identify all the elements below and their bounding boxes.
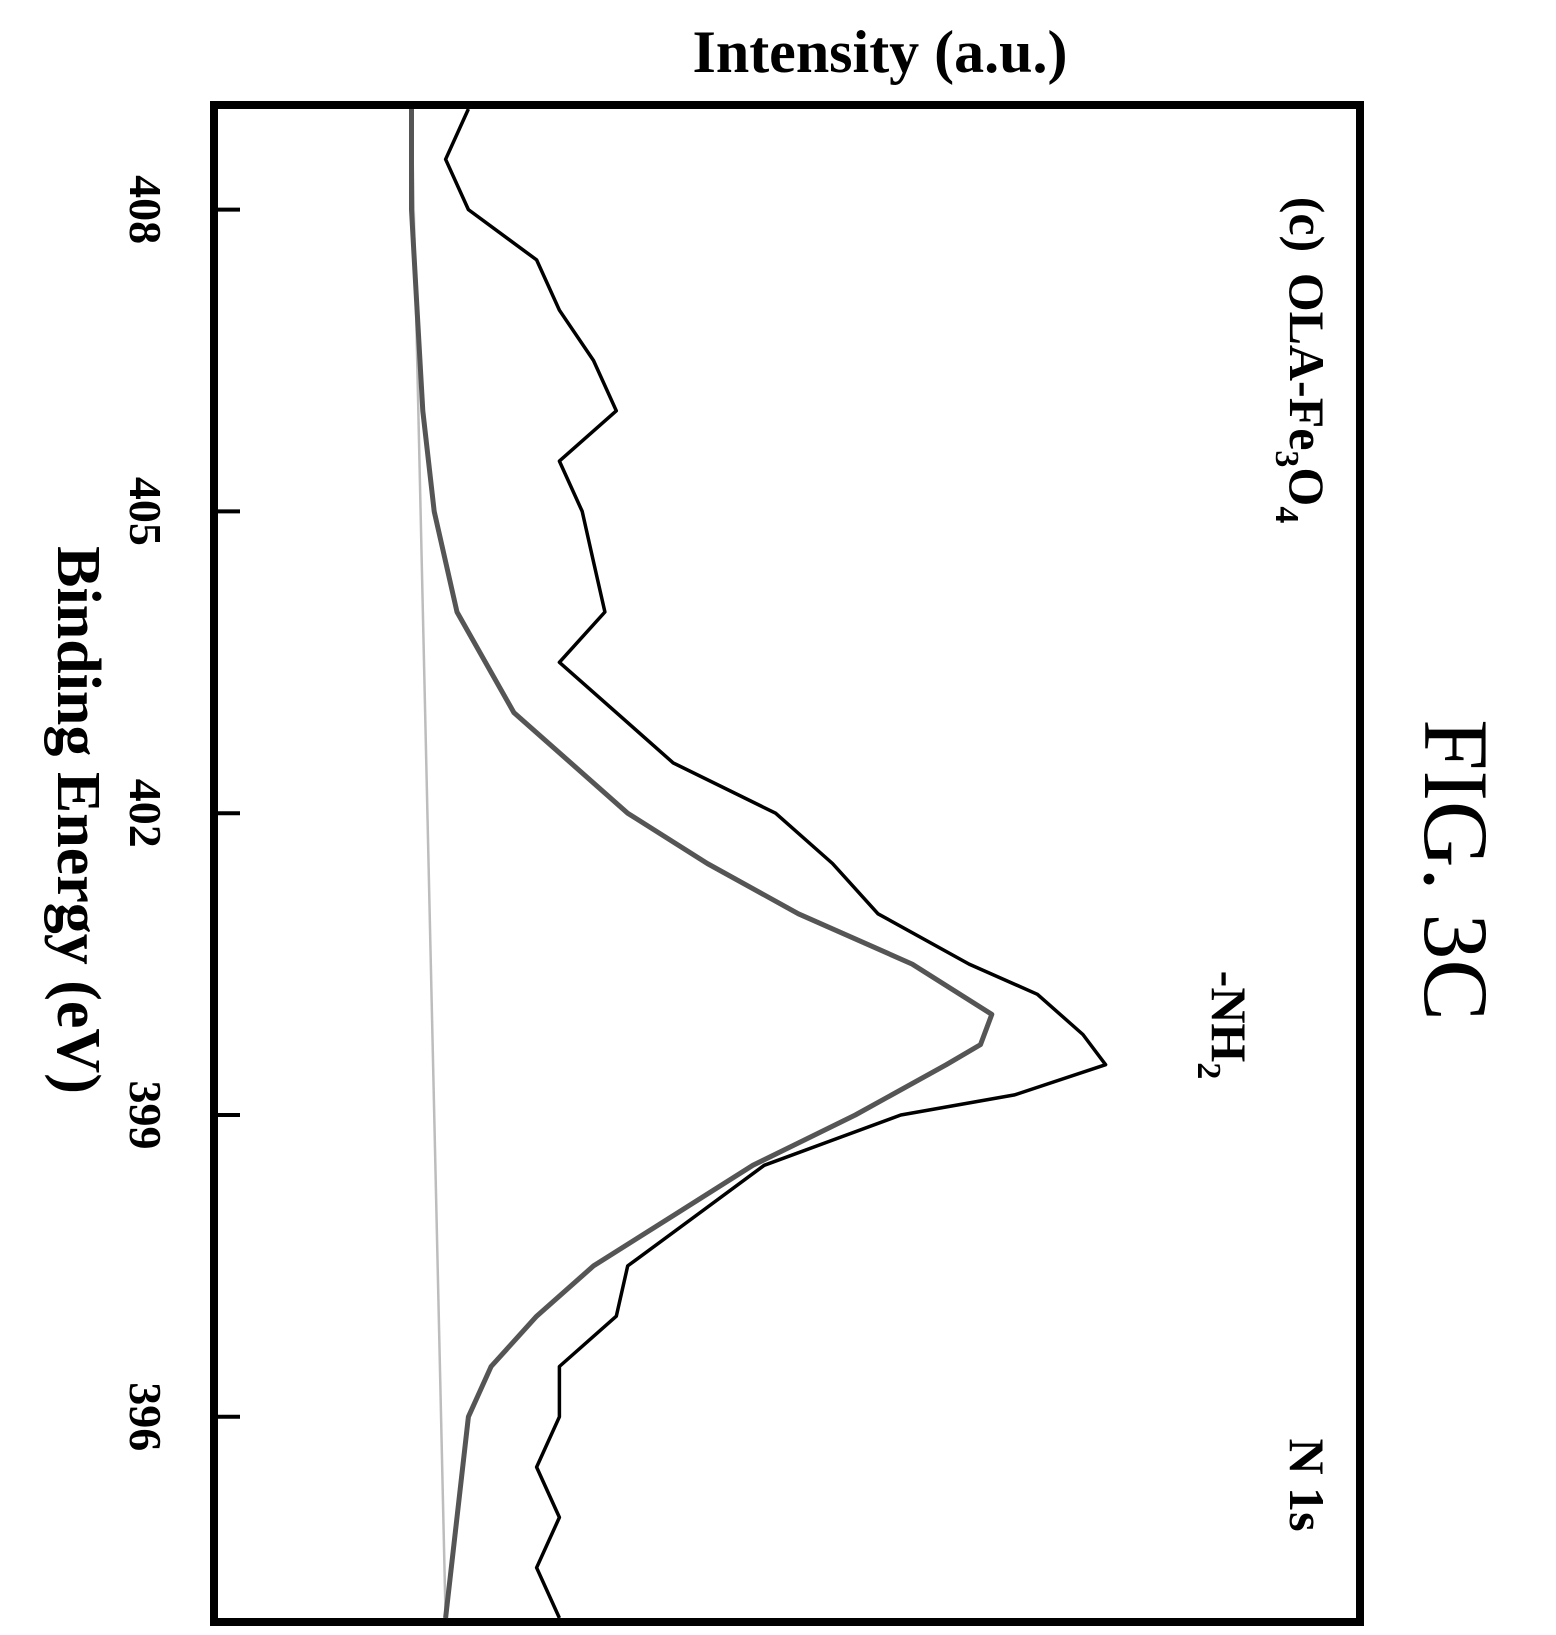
x-tick-label: 402 <box>120 779 171 848</box>
core-level-label: N 1s <box>1279 1438 1335 1531</box>
sample-name-mid: O <box>1279 467 1335 506</box>
sample-name-prefix: OLA-Fe <box>1279 273 1335 451</box>
series-fitted-peak <box>409 109 995 1619</box>
sample-annotation: (c) OLA-Fe3O4 <box>1268 197 1335 524</box>
peak-label: -NH2 <box>1190 971 1257 1080</box>
x-tick-label: 405 <box>120 477 171 546</box>
peak-label-main: -NH <box>1201 971 1257 1063</box>
series-background <box>410 108 447 1619</box>
x-axis-title: Binding Energy (eV) <box>44 546 112 1094</box>
x-tick-label: 408 <box>120 175 171 244</box>
sample-subscript-1: 3 <box>1268 450 1305 467</box>
peak-label-subscript: 2 <box>1190 1062 1227 1079</box>
plot-frame <box>210 101 1364 1626</box>
tick-layer: 408 405 402 399 396 <box>120 175 240 1451</box>
sample-subscript-2: 4 <box>1268 506 1305 523</box>
series-layer <box>409 108 1108 1619</box>
x-tick-label: 396 <box>120 1382 171 1451</box>
series-raw-spectrum <box>443 108 1108 1619</box>
y-axis-title: Intensity (a.u.) <box>692 19 1067 85</box>
figure-label: FIG. 3C <box>1405 719 1507 1021</box>
panel-label: (c) <box>1279 197 1335 253</box>
x-tick-label: 399 <box>120 1081 171 1150</box>
